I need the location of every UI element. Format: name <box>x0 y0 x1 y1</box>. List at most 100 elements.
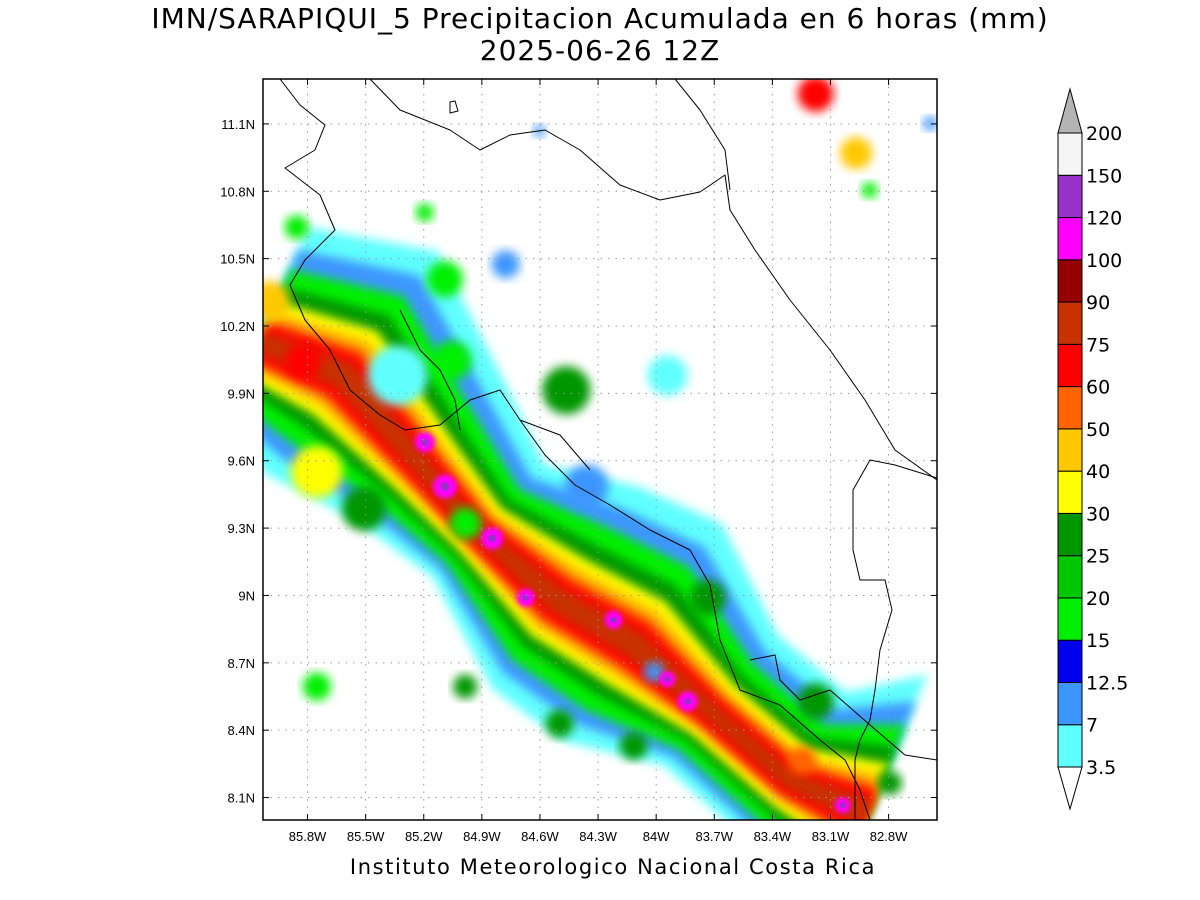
legend-swatch <box>1057 470 1083 514</box>
coastline-segment <box>369 79 937 481</box>
legend-label: 120 <box>1086 208 1122 230</box>
x-tick-label: 83.4W <box>754 829 792 844</box>
precip-cell <box>619 731 648 760</box>
precip-cell <box>415 203 434 222</box>
precip-cell <box>545 709 574 738</box>
x-tick-label: 84.6W <box>521 829 559 844</box>
precip-cell <box>643 661 664 682</box>
coastline-segment <box>279 79 871 820</box>
precip-cell <box>431 340 472 381</box>
coastline-segment <box>674 79 731 191</box>
precip-peak <box>522 594 530 601</box>
plot-frame <box>262 78 938 821</box>
x-tick-label: 85.8W <box>289 829 327 844</box>
precip-cell <box>285 342 322 379</box>
legend-label: 12.5 <box>1086 672 1128 694</box>
precip-cell <box>342 486 387 531</box>
legend-swatch <box>1057 681 1083 726</box>
legend-top-triangle <box>1057 87 1083 134</box>
precip-peak <box>684 697 692 705</box>
legend-swatch <box>1057 259 1083 303</box>
legend-swatch <box>1057 132 1083 176</box>
precip-cell <box>689 579 726 616</box>
legend-swatch <box>1057 639 1083 683</box>
coastline-segment <box>852 459 937 820</box>
legend-swatch <box>1057 217 1083 261</box>
x-tick-label: 82.8W <box>870 829 908 844</box>
legend-label: 60 <box>1086 377 1110 399</box>
precip-cell <box>284 215 309 240</box>
x-axis: 85.8W 85.5W 85.2W 84.9W 84.6W 84.3W 84W 83.7W 83… <box>289 79 908 844</box>
y-tick-label: 8.7N <box>228 656 255 671</box>
y-tick-label: 10.2N <box>220 319 255 334</box>
legend-swatch <box>1057 512 1083 557</box>
legend-label: 200 <box>1086 123 1122 145</box>
legend-label: 30 <box>1086 503 1110 525</box>
legend-label: 75 <box>1086 334 1110 356</box>
y-tick-label: 10.5N <box>220 252 255 267</box>
precip-cell <box>797 683 834 720</box>
x-tick-label: 84.3W <box>579 829 617 844</box>
legend-swatch <box>1057 555 1083 599</box>
legend-label: 100 <box>1086 250 1122 272</box>
legend-swatch <box>1057 386 1083 430</box>
x-tick-label: 85.5W <box>347 829 385 844</box>
precip-cell <box>788 746 817 775</box>
precip-cell <box>263 281 290 322</box>
precip-cell <box>877 770 902 795</box>
precip-cell <box>302 672 331 701</box>
precip-cell <box>647 355 688 396</box>
y-tick-label: 8.1N <box>228 791 255 806</box>
legend-swatch <box>1057 428 1083 472</box>
y-axis: 11.1N 10.8N 10.5N 10.2N 9.9N 9.6N 9.3N 9N 8.7N 8.… <box>220 117 937 806</box>
precip-cell <box>564 464 609 509</box>
x-tick-label: 83.1W <box>812 829 850 844</box>
precip-cell <box>453 674 478 699</box>
y-tick-label: 10.8N <box>220 184 255 199</box>
precip-cell <box>542 366 591 415</box>
legend-label: 150 <box>1086 165 1122 187</box>
legend-swatch <box>1057 174 1083 219</box>
x-tick-label: 84W <box>643 829 670 844</box>
precip-peak <box>488 534 497 543</box>
legend-swatch <box>1057 301 1083 345</box>
y-tick-label: 11.1N <box>221 117 255 132</box>
precipitation-field <box>263 79 937 820</box>
legend-swatch <box>1057 597 1083 641</box>
island-outline <box>449 100 459 114</box>
x-tick-label: 83.7W <box>695 829 733 844</box>
precip-cell <box>797 79 834 112</box>
legend-label: 7 <box>1086 715 1098 737</box>
y-tick-label: 9.9N <box>228 386 255 401</box>
y-tick-label: 9.6N <box>228 454 255 469</box>
map-datetime: 2025-06-26 12Z <box>479 34 721 67</box>
legend-label: 50 <box>1086 419 1110 441</box>
color-legend: 3.5 7 12.5 15 20 25 30 40 50 60 75 90 100 120 150 200 <box>1057 87 1128 811</box>
legend-label: 90 <box>1086 292 1110 314</box>
coastline <box>279 79 937 820</box>
precip-cell <box>367 345 428 406</box>
x-tick-label: 85.2W <box>405 829 443 844</box>
precip-peak <box>664 676 671 683</box>
coastline-segment <box>519 419 591 471</box>
precip-cell <box>923 116 937 131</box>
precip-cell <box>491 250 520 279</box>
coastline-segment <box>399 309 461 431</box>
precip-band <box>263 331 873 820</box>
legend-label: 3.5 <box>1086 757 1116 779</box>
precip-cell <box>426 261 463 298</box>
precip-peak <box>610 616 617 624</box>
precip-peak <box>839 802 846 808</box>
legend-swatch <box>1057 724 1083 768</box>
precip-peak <box>440 482 450 491</box>
legend-label: 40 <box>1086 461 1110 483</box>
legend-label: 20 <box>1086 588 1110 610</box>
y-tick-label: 9N <box>238 588 255 603</box>
legend-label: 25 <box>1086 546 1110 568</box>
precip-cell <box>290 445 343 498</box>
precip-cell <box>840 137 873 170</box>
y-tick-label: 8.4N <box>228 723 255 738</box>
precip-peak <box>421 438 429 446</box>
footer-credit: Instituto Meteorologico Nacional Costa R… <box>349 855 877 879</box>
